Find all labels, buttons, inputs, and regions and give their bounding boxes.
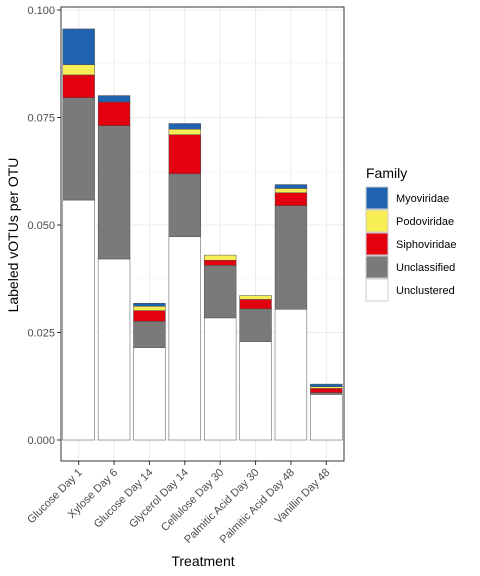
bar-segment: [168, 128, 201, 135]
bar-segment: [62, 28, 95, 65]
bar-segment: [204, 317, 237, 441]
bar-segment: [168, 123, 201, 130]
bar-segment: [274, 309, 308, 441]
bar-segment: [310, 394, 343, 441]
bar-segment: [239, 341, 272, 441]
legend-label: Unclassified: [396, 262, 455, 274]
bar-segment: [310, 392, 343, 395]
bar-segment: [97, 95, 131, 103]
x-tick-label: Cellulose Day 30: [159, 467, 226, 534]
legend-label: Unclustered: [396, 285, 455, 297]
bar-segment: [133, 347, 166, 441]
bar-segment: [274, 188, 308, 193]
bar-segment: [97, 258, 131, 441]
bar-segment: [274, 184, 308, 189]
y-tick-label: 0.000: [27, 435, 55, 447]
legend-label: Siphoviridae: [396, 239, 457, 251]
bar-segment: [62, 97, 95, 201]
y-tick-label: 0.050: [27, 220, 55, 232]
panel-border: [60, 6, 345, 462]
legend-key: [365, 209, 389, 233]
y-tick-label: 0.025: [27, 328, 55, 340]
bar-segment: [133, 303, 166, 307]
legend-key: [365, 278, 389, 302]
bar-segment: [133, 306, 166, 311]
bar-segment: [133, 321, 166, 348]
bar-segment: [274, 192, 308, 206]
bar-segment: [133, 310, 166, 322]
x-axis-title: Treatment: [171, 553, 234, 569]
bar-segment: [168, 134, 201, 175]
bar-segment: [168, 236, 201, 441]
legend-label: Myoviridae: [396, 193, 449, 205]
bar-segment: [274, 205, 308, 310]
bar-segment: [310, 383, 343, 387]
legend: Family Myoviridae Podoviridae Siphoviridae…: [365, 165, 457, 302]
bar-segment: [204, 260, 237, 266]
legend-key: [365, 255, 389, 279]
y-tick-label: 0.075: [27, 113, 55, 125]
bar-segment: [62, 199, 95, 441]
bar-segment: [97, 125, 131, 260]
bar-segment: [239, 295, 272, 300]
bar-segment: [62, 74, 95, 98]
bar-segment: [239, 299, 272, 310]
y-axis-title: Labeled vOTUs per OTU: [5, 158, 21, 313]
y-axis-ticks: 0.000 0.025 0.050 0.075 0.100: [27, 5, 61, 447]
legend-key: [365, 232, 389, 256]
legend-key: [365, 186, 389, 210]
bar-segment: [239, 308, 272, 342]
legend-title: Family: [366, 165, 407, 181]
bar-segment: [310, 388, 343, 393]
bar-segment: [62, 64, 95, 76]
bar-segment: [204, 254, 237, 261]
bar-segment: [168, 173, 201, 237]
bar-segment: [204, 265, 237, 319]
bar-segment: [97, 101, 131, 126]
bar-segment: [310, 386, 343, 389]
bars: [62, 28, 343, 441]
legend-label: Podoviridae: [396, 216, 454, 228]
y-tick-label: 0.100: [27, 5, 55, 17]
